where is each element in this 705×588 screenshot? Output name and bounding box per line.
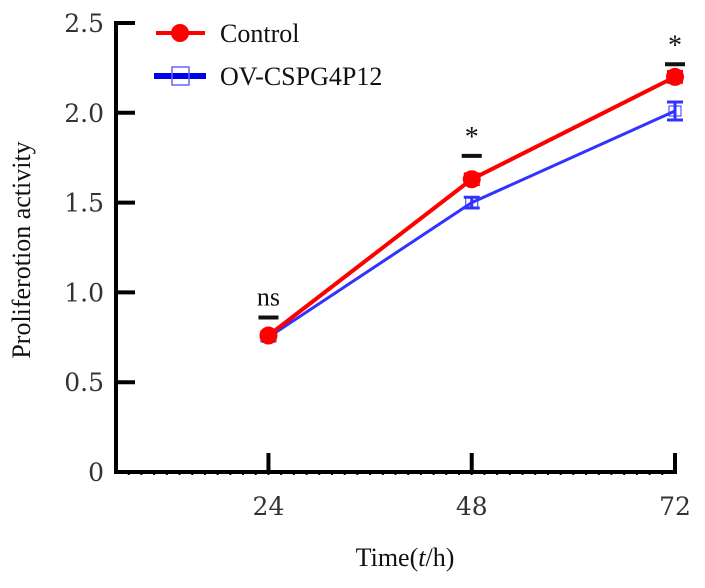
y-tick-label: 2.5	[64, 9, 104, 38]
data-point	[259, 326, 278, 345]
data-point	[668, 105, 682, 117]
x-axis-title: Time(t/h)	[356, 543, 455, 572]
y-ticks: 0 0.5 1.0 1.5 2.0 2.5	[64, 9, 135, 487]
annotations: ns * *	[257, 30, 685, 320]
series-control	[259, 67, 684, 345]
x-axis-title-part: Time(	[356, 543, 419, 572]
legend-label-control: Control	[220, 19, 299, 48]
y-tick-label: 2.0	[64, 99, 104, 128]
x-tick-label: 48	[456, 492, 488, 521]
legend: Control OV-CSPG4P12	[154, 19, 382, 91]
data-point	[666, 67, 684, 86]
x-axis-title-unit: /h)	[425, 543, 454, 572]
data-point	[465, 197, 479, 209]
y-tick-label: 1.0	[64, 278, 104, 307]
x-axis-title-var: t	[418, 543, 426, 572]
significance-label: *	[668, 30, 682, 61]
legend-marker-control	[171, 24, 189, 42]
significance-label: *	[465, 122, 479, 153]
x-tick-label: 24	[253, 492, 285, 521]
significance-label: ns	[257, 283, 280, 312]
legend-marker-ov	[171, 66, 190, 86]
y-axis-title: Proliferotion activity	[7, 141, 36, 358]
data-point	[462, 170, 481, 189]
y-tick-label: 0.5	[64, 368, 104, 397]
y-tick-label: 0	[88, 458, 104, 487]
x-ticks: 24 48 72	[253, 453, 691, 521]
x-tick-label: 72	[659, 492, 691, 521]
legend-label-ov: OV-CSPG4P12	[220, 62, 382, 91]
y-tick-label: 1.5	[64, 189, 104, 218]
x-minor-ticks	[127, 472, 664, 475]
series-layer	[259, 67, 684, 345]
